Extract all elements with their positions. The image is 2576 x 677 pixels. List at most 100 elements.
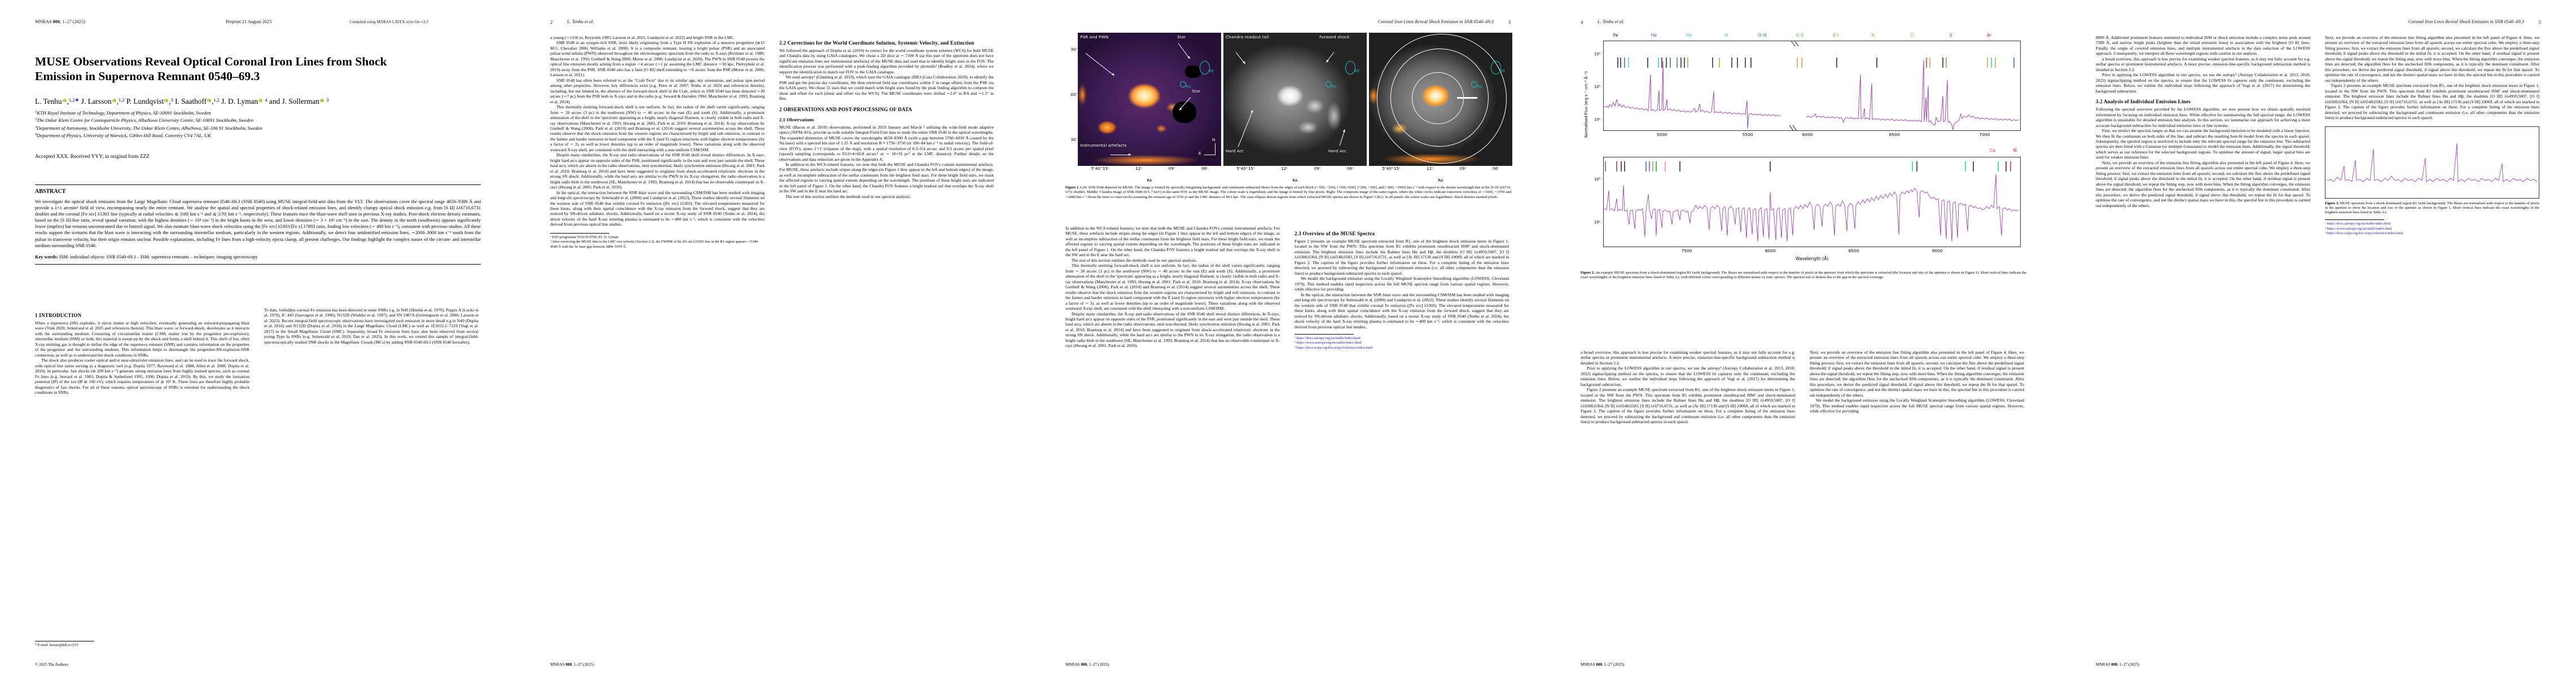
y-axis-title: Normalised Flux (erg s⁻¹ cm⁻² Å⁻¹)	[1584, 71, 1588, 138]
page-5: Coronal Iron Lines Reveal Shock Emission…	[2061, 0, 2576, 677]
species-label-row-2: Ca Ni	[1603, 148, 2021, 155]
velocity-circle-6000	[1377, 34, 1507, 164]
region-r1-ellipse	[1180, 81, 1186, 87]
spectrum-plot-top[interactable]	[1603, 41, 2021, 131]
author-item: I. Saathoff ,1,2	[175, 97, 220, 106]
muse-image[interactable]: PSR and PWN Star Star Instrumental artef…	[1078, 33, 1221, 166]
preprint-date: Preprint 21 August 2025	[226, 19, 272, 24]
footer-journal-ref: MNRAS 000, 1–27 (2025)	[550, 662, 594, 667]
footnote-rule	[1294, 333, 1354, 335]
page-4: 4 L. Tenhu et al. Fe He Ne H O III O II …	[1546, 0, 2061, 677]
y-tick-1e3: 10³	[1594, 177, 1601, 182]
species-label-ca: Ca	[1990, 148, 1995, 153]
column-left: 1 INTRODUCTION When a supernova (SN) exp…	[35, 307, 249, 395]
species-label-oi: O I	[1832, 33, 1839, 38]
arrow-readout-tail	[1235, 52, 1245, 64]
region-r0-ellipse	[1345, 61, 1355, 74]
masked-star-region	[1185, 65, 1201, 78]
divider	[35, 263, 481, 265]
y-tick-1e4: 10⁴	[1594, 52, 1601, 56]
chandra-image[interactable]: Chandra readout tail Forward shock Hard …	[1223, 33, 1367, 166]
page-number: 2	[550, 19, 553, 25]
masked-star-region	[1173, 102, 1196, 123]
compiled-note: Compiled using MNRAS LATEX style file v3…	[350, 20, 428, 24]
ra-axis-title: RA	[1292, 178, 1298, 183]
copyright-line: © 2025 The Authors	[35, 662, 69, 667]
footnote-block: * E-mail: laurats@kth.se (LT)	[35, 638, 249, 648]
species-label-ni: Ni	[2013, 148, 2017, 153]
affiliation-item: 3Department of Astronomy, Stockholm Univ…	[35, 125, 262, 131]
plot-frame	[1603, 41, 2021, 131]
region-r1-label: R1	[1186, 85, 1191, 89]
paragraph: The rest of this section outlines the me…	[1072, 257, 1197, 263]
page-2: 2 L. Tenhu et al. a young (∼1150 yr, Rey…	[515, 0, 1030, 677]
composite-image[interactable]: R0 R1	[1369, 33, 1512, 166]
author-item: J. Larsson ,1,2	[81, 97, 125, 106]
paragraph: Despite many similarities, the X-ray and…	[1065, 311, 1280, 349]
section-heading-observations: 2 OBSERVATIONS AND POST-PROCESSING OF DA…	[779, 106, 912, 112]
author-list: L. Tenhu ,1,2★ J. Larsson ,1,2 P. Lundqvis…	[35, 96, 481, 107]
body-columns: 1 INTRODUCTION When a supernova (SN) exp…	[35, 307, 481, 395]
paragraph: Figure 2 presents an example MUSE spectr…	[2325, 83, 2539, 121]
orcid-icon[interactable]	[258, 99, 263, 103]
spectrum-plot-small[interactable]	[2325, 126, 2539, 199]
spectrum-panel-bottom: 10³ 10²	[1581, 157, 2026, 264]
arrow-psr	[1085, 53, 1114, 76]
spectrum-plot-bottom[interactable]	[1603, 157, 2021, 247]
subsection-heading-observations: 2.1 Observations	[779, 117, 814, 122]
plot-frame	[1603, 157, 2021, 247]
ra-ticks: 5ʰ40ᵐ15ˢ 12ˢ 09ˢ 06ˢ	[1382, 166, 1499, 171]
paragraph: MUSE (Bacon et al. 2010) observations, p…	[779, 124, 994, 162]
figure-2: Fe He Ne H O III O II O I N Cl S Ar Norm…	[1581, 33, 2026, 280]
region-r0-label: R0	[1209, 69, 1214, 73]
footnote: ² After correcting the MUSE data to the …	[550, 240, 759, 249]
column-right: 2.2 Corrections for the World Coordinate…	[779, 35, 994, 249]
ra-axis-title: RA	[1438, 178, 1443, 183]
author-item: and J. Sollerman 3	[269, 97, 329, 106]
keywords: Key words: ISM: individual objects: SNR …	[35, 254, 258, 260]
region-r0-ellipse	[1200, 61, 1210, 74]
running-title: Coronal Iron Lines Reveal Shock Emission…	[2408, 19, 2524, 24]
orcid-icon[interactable]	[320, 99, 324, 103]
region-r1-label: R1	[1332, 85, 1337, 89]
column-right: Next, we provide an overview of the emis…	[1810, 350, 2024, 425]
figure-1-panel-composite: R0 R1 5ʰ40ᵐ15ˢ 12ˢ 09ˢ 06ˢ RA	[1369, 33, 1512, 183]
paragraph: Prior to applying the LOWESS algorithm t…	[1581, 366, 1795, 387]
footnote: ¹ ESO programme 0102.D-0769, P.I. D. Lym…	[550, 235, 618, 239]
species-label-oiii: O III	[1758, 33, 1767, 38]
orcid-icon[interactable]	[62, 99, 67, 103]
species-label-s: S	[1949, 33, 1952, 38]
author-item: P. Lundqvist ,3	[126, 97, 173, 106]
footnote-block: ¹ ESO programme 0102.D-0769, P.I. D. Lym…	[550, 232, 765, 249]
y-tick-1e3: 10³	[1594, 85, 1601, 89]
annotation-star-bottom: Star	[1192, 89, 1201, 94]
figure-5-caption: Figure 3. MUSE spectrum from a shock-dom…	[2325, 201, 2539, 215]
footnote: ³ https://docs.scipy.org/doc/scipy/refer…	[2325, 231, 2403, 236]
paragraph: In the optical, the interaction between …	[550, 190, 765, 227]
orcid-icon[interactable]	[112, 99, 116, 103]
author-item: L. Tenhu ,1,2★	[35, 97, 80, 106]
column-right: Next, we provide an overview of the emis…	[2325, 35, 2539, 236]
page-1: arXiv:2508.14570v1 [astro-ph.HE] 20 Aug …	[0, 0, 515, 677]
x-axis-title: Wavelength (Å)	[1795, 256, 1829, 261]
region-r1-ellipse	[1326, 81, 1332, 87]
annotation-hard-arc-right: Hard Arc	[1328, 148, 1347, 153]
paragraph: a broad overview, this approach is less …	[2096, 56, 2310, 72]
orcid-icon[interactable]	[164, 99, 169, 103]
paragraph: Figure 2 presents an example MUSE spectr…	[1294, 239, 1509, 276]
column-right: 2.3 Overview of the MUSE Spectra Figure …	[1294, 226, 1509, 350]
paragraph: Next, we provide an overview of the emis…	[1810, 350, 2024, 398]
paragraph: Next, we provide an overview of the emis…	[2096, 160, 2310, 208]
footnote-rule	[550, 232, 609, 234]
paragraph: SNR 0540 is an oxygen-rich SNR, most lik…	[550, 40, 765, 78]
orcid-icon[interactable]	[207, 99, 212, 103]
figure-1-panel-chandra: Chandra readout tail Forward shock Hard …	[1223, 33, 1367, 183]
body-columns: a young (∼1150 yr, Reynolds 1985; Larsso…	[550, 35, 996, 249]
compass-north-label: N	[1212, 137, 1215, 142]
footnote: ¹ https://docs.astropy.org/en/stable/ind…	[2325, 222, 2391, 226]
annotation-instrumental-artefacts: Instrumental artefacts	[1080, 143, 1127, 148]
paragraph: In addition to the WCS-related features,…	[779, 161, 994, 194]
page-number: 5	[2538, 19, 2541, 25]
footnote: ³ https://docs.scipy.org/doc/scipy/refer…	[1294, 345, 1373, 350]
footer-journal-ref: MNRAS 000, 1–27 (2025)	[1581, 662, 1625, 667]
